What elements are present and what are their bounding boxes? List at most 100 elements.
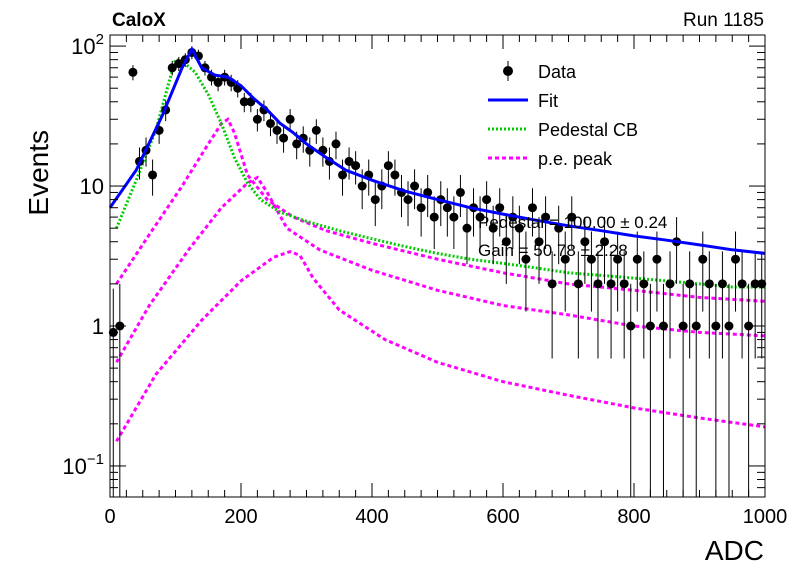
data-point — [547, 279, 557, 289]
legend-entry-pedestal: Pedestal CB — [488, 120, 638, 140]
data-point — [167, 63, 177, 73]
data-point — [658, 321, 668, 331]
data-point — [737, 279, 747, 289]
data-point — [383, 161, 393, 171]
data-point — [410, 181, 420, 191]
data-point — [213, 77, 223, 87]
pedestal-curve — [115, 57, 765, 289]
data-point — [606, 279, 616, 289]
data-point — [357, 181, 367, 191]
data-point — [704, 279, 714, 289]
data-point — [331, 139, 341, 149]
plot-area — [108, 45, 767, 497]
x-axis-label: ADC — [705, 535, 764, 566]
data-point — [292, 139, 302, 149]
fit-result-pedestal: Pedestal = 100.00 ± 0.24 — [478, 213, 667, 232]
data-point — [279, 133, 289, 143]
legend-entry-fit: Fit — [488, 91, 558, 111]
data-point — [475, 212, 485, 222]
data-point — [239, 97, 249, 107]
data-point — [265, 118, 275, 128]
data-point — [462, 223, 472, 233]
data-point — [691, 321, 701, 331]
data-point — [455, 187, 465, 197]
x-tick-label: 200 — [224, 506, 257, 528]
data-point — [252, 114, 262, 124]
data-point — [423, 187, 433, 197]
data-point — [501, 237, 511, 247]
x-tick-label: 1000 — [743, 506, 788, 528]
data-point — [560, 254, 570, 264]
data-point — [338, 170, 348, 180]
data-point — [586, 254, 596, 264]
fit-result-gain: Gain = 50.78 ± 2.28 — [478, 241, 628, 260]
data-point — [665, 279, 675, 289]
pe-peak-curve-2 — [115, 175, 766, 364]
header-right-label: Run 1185 — [683, 10, 764, 31]
legend-label: Pedestal CB — [538, 120, 638, 140]
x-tick-label: 0 — [104, 506, 115, 528]
data-point — [351, 161, 361, 171]
data-point — [534, 237, 544, 247]
data-point — [573, 279, 583, 289]
data-point — [744, 321, 754, 331]
y-axis-label: Events — [23, 130, 54, 216]
header-left-label: CaloX — [112, 10, 166, 31]
x-tick-label: 400 — [355, 506, 388, 528]
legend-label: Fit — [538, 91, 558, 111]
data-point — [482, 195, 492, 205]
axes: 0 200 400 600 800 1000 10−1 1 10 102 — [62, 31, 787, 528]
data-point — [731, 254, 741, 264]
data-point — [711, 321, 721, 331]
data-point — [567, 212, 577, 222]
data-point — [652, 254, 662, 264]
data-point — [717, 279, 727, 289]
y-tick-label: 10−1 — [62, 451, 104, 479]
data-point — [632, 254, 642, 264]
fit-curve — [108, 45, 766, 255]
data-point — [527, 203, 537, 213]
y-tick-label: 10 — [80, 174, 104, 199]
data-point — [613, 254, 623, 264]
data-point — [685, 279, 695, 289]
x-tick-label: 800 — [617, 506, 650, 528]
data-point — [403, 195, 413, 205]
data-point — [174, 59, 184, 69]
legend-entry-pe: p.e. peak — [488, 149, 613, 169]
data-point — [639, 279, 649, 289]
data-point — [344, 156, 354, 166]
legend-entry-data: Data — [503, 61, 577, 82]
data-point — [495, 203, 505, 213]
legend-marker-data — [503, 66, 513, 76]
data-point — [619, 279, 629, 289]
data-point — [272, 125, 282, 135]
data-point — [521, 254, 531, 264]
data-point — [429, 212, 439, 222]
data-point — [128, 67, 138, 77]
plot-frame — [109, 34, 766, 498]
legend-label: Data — [538, 62, 577, 82]
data-point — [390, 170, 400, 180]
pe-peak-curve-3 — [115, 250, 766, 443]
data-point — [750, 279, 760, 289]
legend-label: p.e. peak — [538, 149, 613, 169]
data-point — [645, 321, 655, 331]
data-point — [416, 203, 426, 213]
data-point — [593, 279, 603, 289]
y-tick-label: 1 — [92, 314, 104, 339]
x-tick-label: 600 — [486, 506, 519, 528]
data-point — [311, 125, 321, 135]
data-point — [449, 212, 459, 222]
y-tick-label: 102 — [71, 31, 104, 59]
data-point — [514, 223, 524, 233]
data-point — [580, 237, 590, 247]
data-point — [600, 237, 610, 247]
data-point — [148, 170, 158, 180]
data-point — [724, 321, 734, 331]
data-point — [442, 203, 452, 213]
data-point — [285, 114, 295, 124]
data-point — [678, 321, 688, 331]
legend: Data Fit Pedestal CB p.e. peak — [488, 61, 638, 169]
data-point — [626, 321, 636, 331]
